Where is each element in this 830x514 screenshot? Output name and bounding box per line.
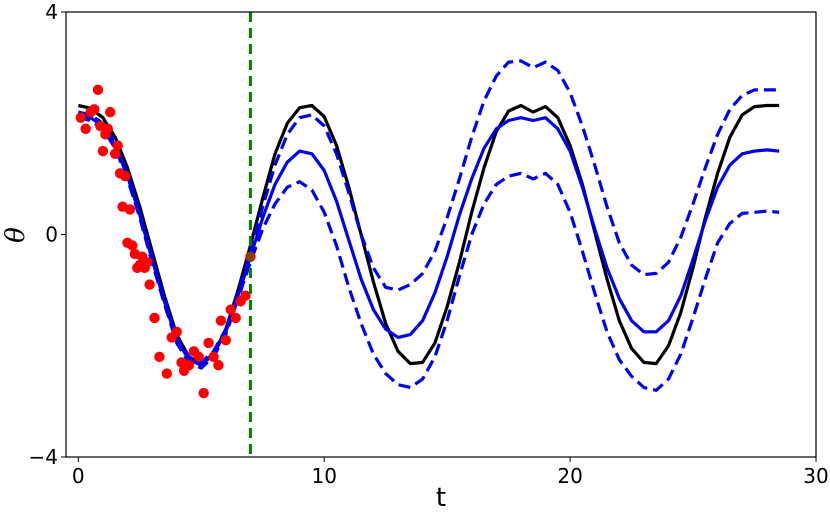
- data-point: [213, 360, 224, 371]
- data-point: [119, 170, 131, 182]
- data-point: [240, 290, 251, 301]
- data-point: [215, 315, 227, 326]
- data-point: [105, 106, 116, 118]
- y-axis-label: θ: [1, 227, 31, 243]
- plot-area: [75, 12, 780, 457]
- data-point: [102, 123, 114, 135]
- y-tick-label: 0: [45, 223, 58, 247]
- x-tick-label: 0: [72, 464, 85, 488]
- y-tick-label: 4: [45, 0, 58, 24]
- data-point: [112, 140, 123, 151]
- data-point: [203, 337, 214, 349]
- data-point: [141, 257, 153, 268]
- series-line: [77, 59, 780, 364]
- y-tick-label: −4: [29, 445, 58, 469]
- series-line: [77, 116, 780, 392]
- data-point: [127, 240, 138, 251]
- data-point: [89, 104, 100, 115]
- data-point: [80, 123, 91, 135]
- data-point: [161, 368, 173, 379]
- data-point: [230, 312, 241, 324]
- data-point: [144, 279, 155, 290]
- data-point: [149, 312, 160, 324]
- x-tick-label: 20: [557, 464, 582, 488]
- data-point: [97, 145, 109, 157]
- data-point: [198, 387, 209, 399]
- data-point: [92, 84, 104, 96]
- data-point: [154, 351, 165, 363]
- data-point: [109, 148, 121, 160]
- data-point: [225, 304, 236, 315]
- y-axis: −4 0 4: [29, 0, 66, 469]
- data-point: [193, 351, 204, 363]
- series-line: [77, 103, 780, 366]
- series-line: [77, 113, 780, 367]
- data-point: [171, 326, 182, 338]
- data-point: [208, 351, 219, 363]
- x-axis: 0 10 20 30: [72, 457, 829, 488]
- x-axis-label: t: [436, 483, 446, 513]
- data-point: [124, 204, 136, 215]
- x-tick-label: 30: [803, 464, 828, 488]
- data-point: [183, 360, 195, 371]
- data-point: [75, 112, 86, 123]
- x-tick-label: 10: [311, 464, 336, 488]
- data-point: [220, 334, 232, 346]
